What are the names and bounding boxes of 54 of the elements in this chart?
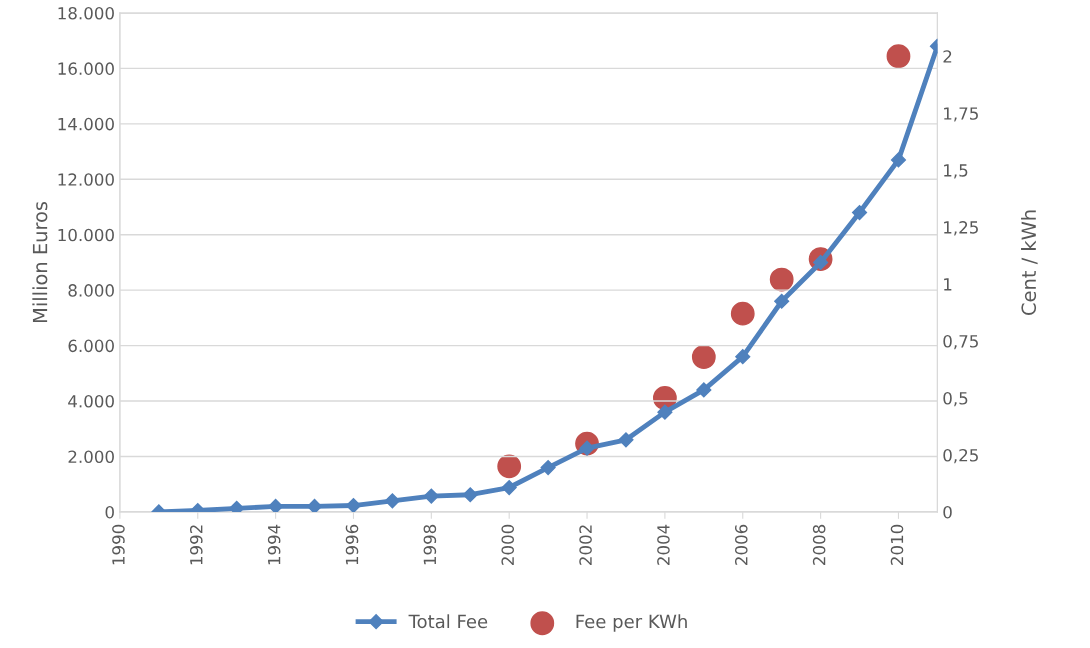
x-tick-label: 1994 — [267, 524, 281, 565]
point — [774, 293, 790, 309]
y-tick-label: 16.000 — [58, 62, 114, 75]
y2-tick-label: 0,25 — [943, 448, 978, 464]
y2-tick-label: 2 — [943, 50, 952, 63]
x-tick-label: 2006 — [734, 524, 748, 565]
x-tick-label: 2010 — [890, 524, 904, 565]
y-tick-label: 8.000 — [68, 284, 114, 297]
legend-label: Fee per KWh — [576, 614, 687, 632]
point — [886, 44, 911, 69]
point — [696, 382, 712, 398]
point — [691, 345, 716, 369]
point — [618, 432, 634, 448]
point — [497, 454, 522, 479]
point — [423, 488, 439, 504]
y-tick-label: 4.000 — [68, 395, 114, 408]
y-tick-label: 10.000 — [58, 228, 114, 242]
y2-tick-label: 1,5 — [944, 164, 968, 179]
y2-tick-label: 1 — [944, 278, 952, 291]
point — [890, 152, 907, 168]
x-tick-label: 1996 — [345, 524, 359, 565]
x-tick-label: 2004 — [657, 524, 670, 565]
x-tick-label: 1990 — [112, 524, 125, 565]
point — [268, 498, 284, 512]
point — [769, 267, 794, 292]
x-tick-label: 2002 — [579, 525, 592, 565]
x-tick-label: 2008 — [812, 524, 826, 565]
point — [462, 487, 478, 503]
y-axis-title: Million Euros — [32, 201, 48, 323]
point — [306, 498, 323, 512]
point — [730, 301, 755, 326]
legend-label: Total Fee — [408, 614, 488, 629]
y-tick-label: 0 — [105, 505, 114, 519]
y-tick-label: 18.000 — [58, 6, 114, 20]
point — [384, 493, 400, 509]
y2-tick-label: 0,5 — [943, 391, 968, 407]
point — [851, 204, 868, 221]
y2-tick-label: 1,25 — [944, 221, 978, 236]
y2-tick-label: 1,75 — [944, 107, 978, 122]
y2-axis-title: Cent / kWh — [1021, 210, 1038, 315]
point — [501, 479, 517, 496]
point — [735, 349, 751, 365]
x-tick-label: 1998 — [423, 524, 437, 565]
y2-tick-label: 0,75 — [943, 335, 978, 350]
x-tick-label: 2000 — [501, 524, 515, 565]
point — [345, 497, 362, 512]
y-tick-label: 14.000 — [58, 117, 114, 131]
point — [657, 404, 673, 420]
point — [540, 459, 556, 476]
y-tick-label: 12.000 — [58, 173, 114, 186]
y2-tick-label: 0 — [943, 505, 952, 519]
y-tick-label: 6.000 — [68, 339, 114, 353]
y-tick-label: 2.000 — [68, 450, 114, 464]
x-tick-label: 1992 — [189, 525, 203, 565]
